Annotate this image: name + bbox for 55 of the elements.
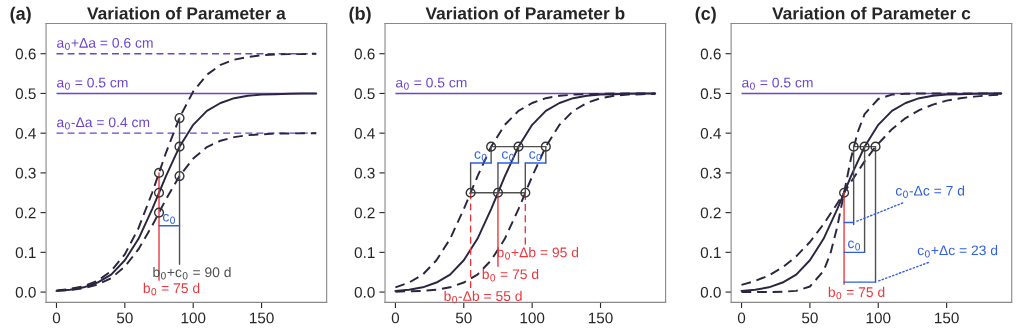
y-tick-label: 0.3 xyxy=(354,167,375,179)
annotation: c$_{0}$ xyxy=(848,240,861,251)
annotation: c$_{0}$ xyxy=(501,151,514,162)
x-tick-label: 100 xyxy=(866,312,891,324)
y-tick-label: 0.4 xyxy=(700,128,721,139)
y-tick-label: 0.1 xyxy=(354,247,375,259)
y-tick-label: 0.3 xyxy=(15,167,36,179)
x-tick-label: 150 xyxy=(935,312,959,324)
annotation: b$_{0}$-Δb = 55 d xyxy=(444,290,522,304)
y-tick-label: 0.5 xyxy=(700,88,721,100)
text: (b) xyxy=(349,6,371,24)
y-tick-label: 0.2 xyxy=(354,207,375,219)
y-tick-label: 0.6 xyxy=(700,48,721,60)
ref-line-label: a$_{0}$ = 0.5 cm xyxy=(742,77,813,90)
annotation: b$_{0}$ = 75 d xyxy=(143,282,200,296)
ref-line-label: a$_{0}$ = 0.5 cm xyxy=(57,77,128,90)
chart-title: Variation of Parameter c xyxy=(772,6,971,20)
x-tick-label: 150 xyxy=(249,312,274,324)
y-tick-label: 0.0 xyxy=(354,286,375,298)
x-tick-label: 100 xyxy=(181,312,206,324)
chart-title: Variation of Parameter a xyxy=(87,6,286,20)
text: (c) xyxy=(695,6,716,24)
annotation: c$_{0}$ xyxy=(474,151,487,162)
x-tick-label: 50 xyxy=(116,312,133,324)
annotation: b$_{0}$ = 75 d xyxy=(482,268,539,282)
y-tick-label: 0.2 xyxy=(700,207,721,219)
y-tick-label: 0.2 xyxy=(15,207,36,219)
y-tick-label: 0.5 xyxy=(15,88,36,100)
y-tick-label: 0.3 xyxy=(700,167,721,179)
x-tick-label: 0 xyxy=(391,312,400,324)
y-tick-label: 0.1 xyxy=(700,247,721,259)
y-tick-label: 0.1 xyxy=(15,247,36,259)
annotation: c$_{0}$ xyxy=(162,213,176,224)
annotation: b$_{0}$ = 75 d xyxy=(828,286,885,300)
y-tick-label: 0.0 xyxy=(15,286,36,298)
annotation: c$_{0}$+Δc = 23 d xyxy=(917,245,998,258)
x-tick-label: 150 xyxy=(588,312,613,324)
text: (a) xyxy=(10,6,31,24)
x-tick-label: 50 xyxy=(802,312,818,324)
y-tick-label: 0.4 xyxy=(15,128,36,139)
ref-line-label: a$_{0}$-Δa = 0.4 cm xyxy=(57,117,150,130)
ref-line-label: a$_{0}$ = 0.5 cm xyxy=(396,77,467,90)
chart-title: Variation of Parameter b xyxy=(425,6,625,20)
y-tick-label: 0.6 xyxy=(354,48,375,60)
ref-line-label: a$_{0}$+Δa = 0.6 cm xyxy=(57,37,153,51)
y-tick-label: 0.5 xyxy=(354,88,375,100)
y-tick-label: 0.0 xyxy=(700,286,721,298)
y-tick-label: 0.6 xyxy=(15,48,36,60)
x-tick-label: 50 xyxy=(455,312,472,324)
y-tick-label: 0.4 xyxy=(354,128,375,139)
x-tick-label: 100 xyxy=(520,312,545,324)
x-tick-label: 0 xyxy=(52,312,61,324)
x-tick-label: 0 xyxy=(737,312,746,324)
annotation: c$_{0}$ xyxy=(529,151,542,162)
annotation: c$_{0}$-Δc = 7 d xyxy=(895,185,965,198)
